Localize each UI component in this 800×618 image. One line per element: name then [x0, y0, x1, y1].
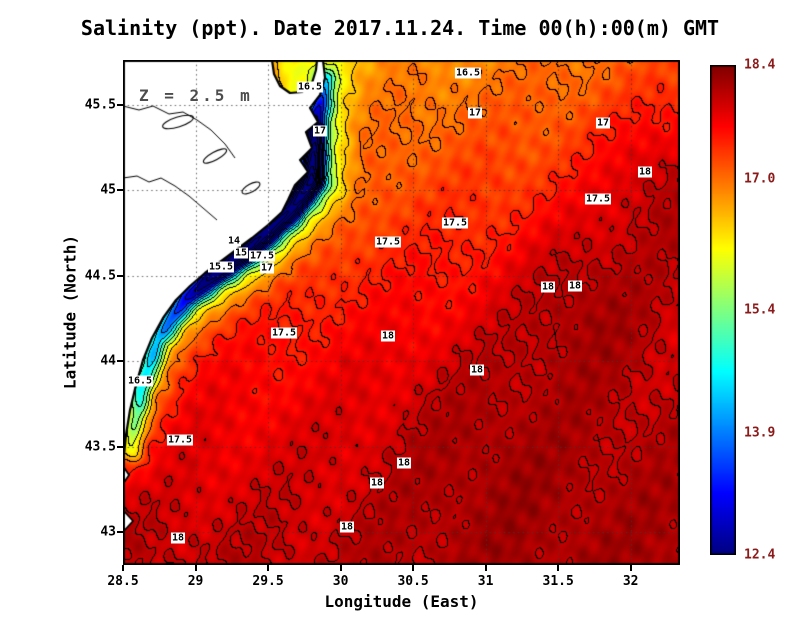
contour-label: 15.5	[207, 261, 235, 273]
contour-label: 17.5	[374, 236, 402, 248]
chart-title: Salinity (ppt). Date 2017.11.24. Time 00…	[80, 16, 720, 40]
contour-label: 17	[467, 107, 483, 119]
contour-label: 18	[339, 521, 355, 533]
contour-label: 18	[396, 457, 412, 469]
y-axis-title: Latitude (North)	[60, 234, 80, 390]
contour-label: 18	[170, 532, 186, 544]
x-tick-label: 30	[332, 574, 349, 589]
colorbar-tick-label: 18.4	[744, 57, 776, 73]
x-tick-mark	[194, 565, 197, 571]
contour-label: 16.5	[296, 81, 324, 93]
colorbar-tick-label: 13.9	[744, 425, 776, 440]
colorbar	[710, 65, 736, 555]
x-tick-mark	[629, 565, 632, 571]
contour-label: 17.5	[270, 327, 298, 339]
y-tick-mark	[117, 360, 123, 363]
x-tick-mark	[339, 565, 342, 571]
x-tick-mark	[267, 565, 270, 571]
contour-label: 18	[540, 281, 556, 293]
y-tick-label: 43.5	[84, 439, 116, 455]
contour-label: 18	[369, 477, 385, 489]
y-tick-label: 44.5	[84, 268, 116, 284]
contour-label: 18	[567, 280, 583, 292]
colorbar-tick-label: 17.0	[744, 171, 776, 187]
y-tick-label: 45.5	[84, 97, 116, 112]
plot-area: Z = 2.5 m 16.5 16.5 17 17 17 18 17.5 17.5 17.5 14…	[123, 60, 680, 565]
contour-label: 14	[226, 235, 242, 247]
contour-label: 16.5	[454, 67, 482, 79]
contour-label: 17.5	[166, 434, 194, 446]
contour-label: 16.5	[126, 375, 154, 387]
x-axis-title: Longitude (East)	[324, 592, 479, 611]
contour-label: 17	[595, 117, 611, 129]
x-tick-label: 30.5	[397, 574, 429, 589]
y-tick-mark	[117, 274, 123, 277]
depth-annotation: Z = 2.5 m	[139, 86, 253, 105]
colorbar-tick-label: 15.4	[744, 302, 776, 318]
y-tick-mark	[117, 103, 123, 106]
y-tick-label: 45	[100, 182, 116, 198]
x-tick-label: 28.5	[107, 574, 139, 589]
y-tick-label: 43	[100, 524, 116, 540]
x-tick-label: 31	[477, 574, 494, 589]
contour-label: 17.5	[248, 250, 276, 262]
y-tick-label: 44	[100, 353, 116, 369]
contour-label: 18	[637, 166, 653, 178]
contour-label: 18	[380, 330, 396, 342]
contour-label: 18	[469, 364, 485, 376]
salinity-map-canvas	[123, 60, 680, 565]
x-tick-mark	[122, 565, 124, 571]
x-tick-label: 29.5	[252, 574, 284, 589]
colorbar-tick-label: 12.4	[744, 547, 776, 563]
x-tick-mark	[484, 565, 487, 571]
contour-label: 15	[233, 247, 249, 259]
x-tick-label: 29	[187, 574, 204, 589]
x-tick-mark	[412, 565, 415, 571]
x-tick-mark	[557, 565, 560, 571]
x-tick-label: 32	[622, 574, 639, 589]
contour-label: 17	[259, 262, 275, 274]
contour-label: 17.5	[441, 217, 469, 229]
y-tick-mark	[117, 445, 123, 448]
y-tick-mark	[117, 531, 123, 534]
contour-label: 17.5	[584, 193, 612, 205]
y-tick-mark	[117, 189, 123, 192]
contour-label: 17	[312, 125, 328, 137]
x-tick-label: 31.5	[542, 574, 574, 589]
